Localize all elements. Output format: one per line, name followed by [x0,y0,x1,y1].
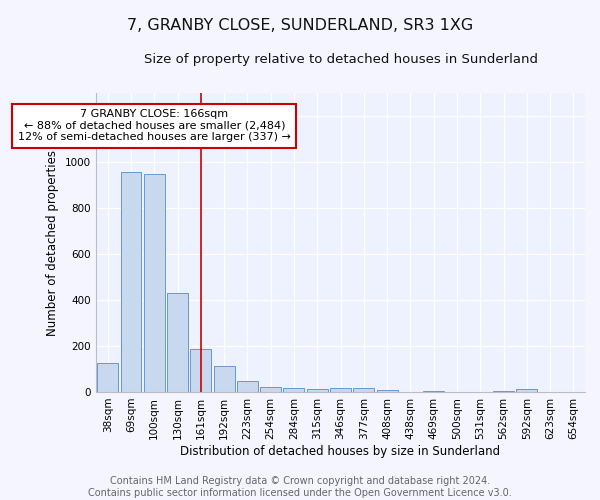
Bar [330,388,351,392]
Bar [493,391,514,392]
Y-axis label: Number of detached properties: Number of detached properties [46,150,59,336]
Bar [144,174,165,392]
Text: 7 GRANBY CLOSE: 166sqm
← 88% of detached houses are smaller (2,484)
12% of semi-: 7 GRANBY CLOSE: 166sqm ← 88% of detached… [18,109,291,142]
Title: Size of property relative to detached houses in Sunderland: Size of property relative to detached ho… [143,52,538,66]
Text: Contains HM Land Registry data © Crown copyright and database right 2024.
Contai: Contains HM Land Registry data © Crown c… [88,476,512,498]
Bar [237,381,258,392]
Bar [97,363,118,392]
Bar [167,293,188,392]
X-axis label: Distribution of detached houses by size in Sunderland: Distribution of detached houses by size … [181,444,500,458]
Bar [307,388,328,392]
Bar [353,388,374,392]
Bar [423,391,444,392]
Bar [283,388,304,392]
Bar [121,172,142,392]
Bar [214,366,235,392]
Bar [517,388,537,392]
Text: 7, GRANBY CLOSE, SUNDERLAND, SR3 1XG: 7, GRANBY CLOSE, SUNDERLAND, SR3 1XG [127,18,473,32]
Bar [377,390,398,392]
Bar [260,388,281,392]
Bar [190,350,211,392]
